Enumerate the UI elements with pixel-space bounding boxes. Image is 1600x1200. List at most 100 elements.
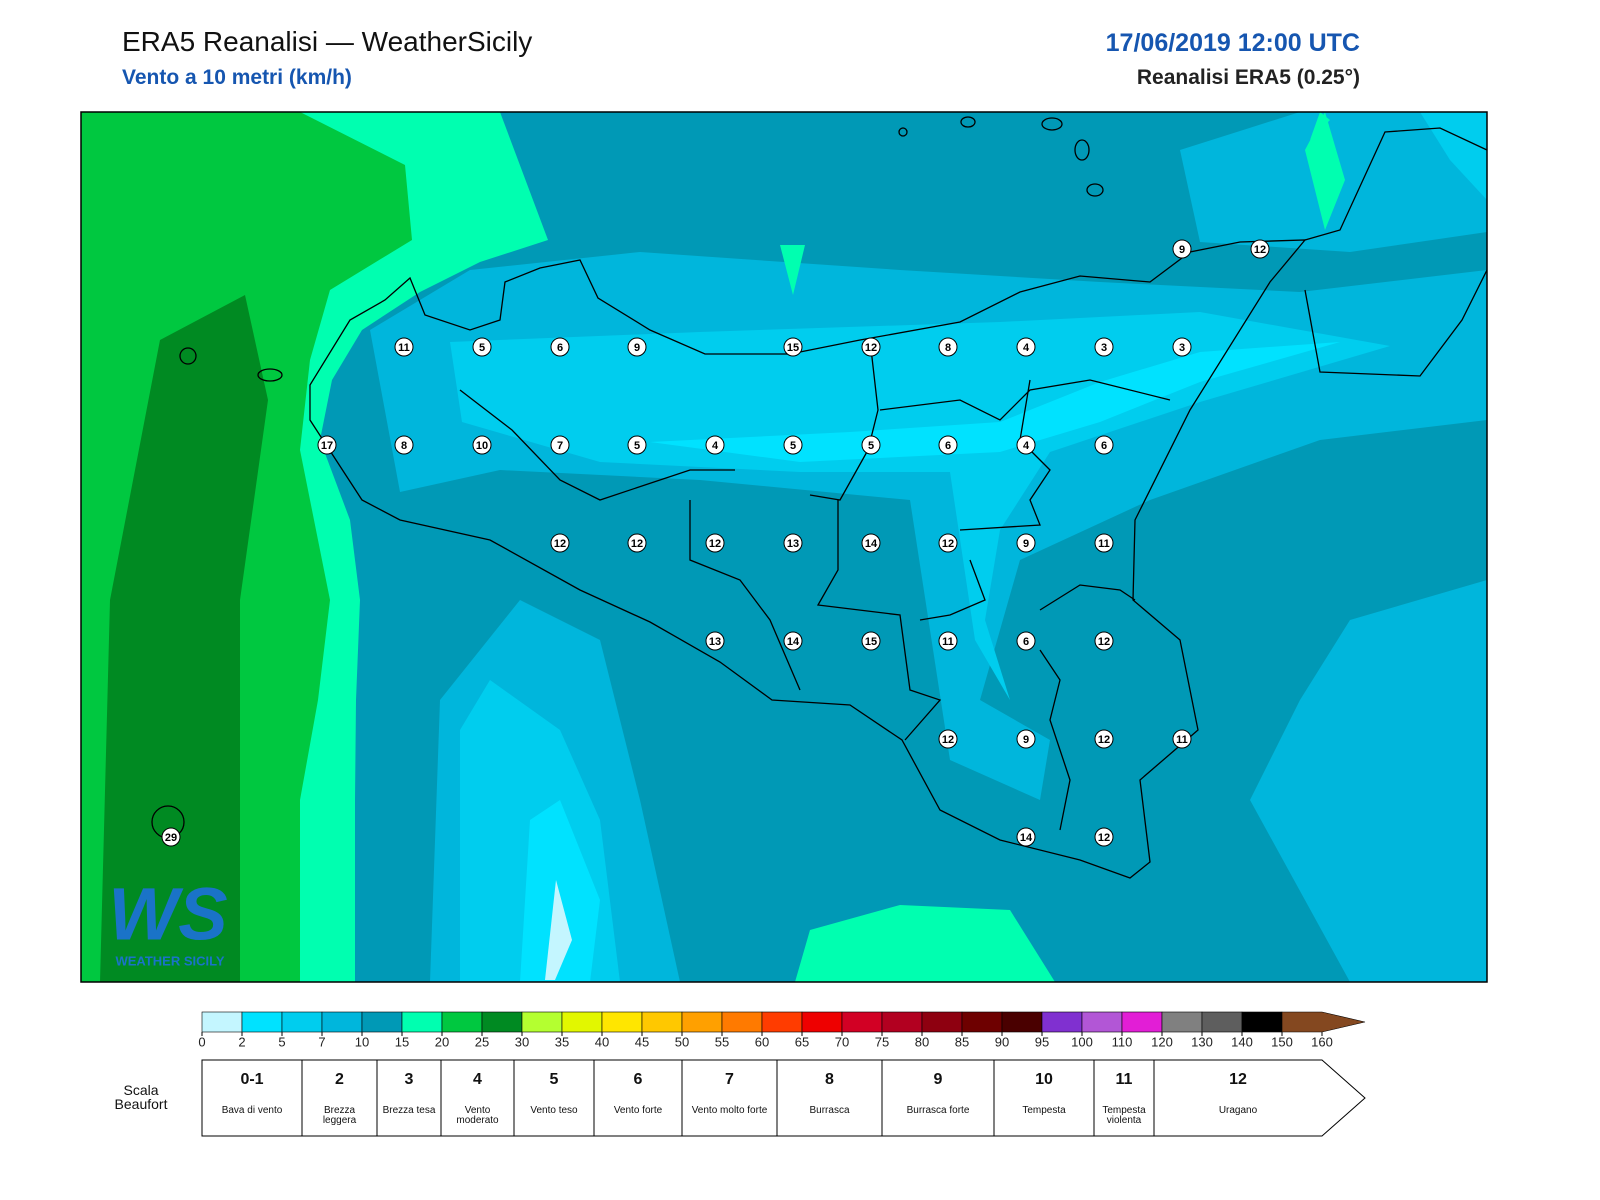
station-marker <box>1016 533 1036 553</box>
station-marker <box>472 337 492 357</box>
station-value: 15 <box>865 636 877 648</box>
station-marker <box>861 337 881 357</box>
station-value: 12 <box>865 342 877 354</box>
colorbar-tick-label: 120 <box>1151 1034 1173 1049</box>
station-value: 12 <box>554 538 566 550</box>
station-value: 11 <box>398 342 410 354</box>
colorbar-tick-label: 0 <box>198 1034 205 1049</box>
subtitle: Vento a 10 metri (km/h) <box>122 66 352 89</box>
station-value: 12 <box>709 538 721 550</box>
station-value: 4 <box>1023 440 1030 452</box>
station-marker <box>705 631 725 651</box>
colorbar-tick-label: 100 <box>1071 1034 1093 1049</box>
beaufort-force: 6 <box>633 1071 643 1088</box>
colorbar-tick-label: 7 <box>318 1034 325 1049</box>
beaufort-label: Vento teso <box>530 1105 578 1116</box>
colorbar-segment <box>641 1011 683 1033</box>
colorbar-tick-label: 30 <box>515 1034 529 1049</box>
station-value: 14 <box>1020 832 1033 844</box>
station-marker <box>550 533 570 553</box>
logo-mark: WS <box>108 873 227 956</box>
station-value: 12 <box>942 734 954 746</box>
station-marker <box>861 533 881 553</box>
beaufort-label: Brezza tesa <box>382 1105 436 1116</box>
colorbar-tick-label: 5 <box>278 1034 285 1049</box>
station-marker <box>938 533 958 553</box>
colorbar-tick-label: 15 <box>395 1034 409 1049</box>
station-marker <box>1172 729 1192 749</box>
station-marker <box>783 631 803 651</box>
colorbar-tick-label: 150 <box>1271 1034 1293 1049</box>
station-value: 14 <box>787 636 800 648</box>
colorbar-segment <box>761 1011 803 1033</box>
colorbar-segment <box>961 1011 1003 1033</box>
station-value: 6 <box>945 440 951 452</box>
source: Reanalisi ERA5 (0.25°) <box>1136 66 1360 89</box>
colorbar-tick-label: 20 <box>435 1034 449 1049</box>
map-frame <box>80 111 1488 983</box>
station-marker <box>783 337 803 357</box>
colorbar-tick-label: 50 <box>675 1034 689 1049</box>
beaufort-force: 3 <box>404 1071 414 1088</box>
station-value: 3 <box>1101 342 1107 354</box>
colorbar-tick-label: 60 <box>755 1034 769 1049</box>
beaufort-force: 0-1 <box>240 1071 264 1088</box>
colorbar-segment <box>201 1011 243 1033</box>
beaufort-label: Brezza leggera <box>322 1105 357 1126</box>
colorbar-tick-label: 2 <box>238 1034 245 1049</box>
colorbar-segment <box>1041 1011 1083 1033</box>
beaufort-force: 10 <box>1035 1071 1053 1088</box>
colorbar-segment <box>401 1011 443 1033</box>
colorbar-tick-label: 25 <box>475 1034 489 1049</box>
colorbar-tick-label: 10 <box>355 1034 369 1049</box>
station-value: 9 <box>1179 244 1185 256</box>
station-value: 15 <box>787 342 799 354</box>
beaufort-force: 9 <box>933 1071 943 1088</box>
station-value: 12 <box>1098 832 1110 844</box>
station-marker <box>783 435 803 455</box>
station-marker <box>627 533 647 553</box>
datetime: 17/06/2019 12:00 UTC <box>1105 29 1360 57</box>
station-value: 7 <box>557 440 563 452</box>
station-marker <box>472 435 492 455</box>
beaufort-label: Uragano <box>1218 1105 1258 1116</box>
station-value: 12 <box>1098 636 1110 648</box>
station-value: 5 <box>634 440 640 452</box>
station-value: 17 <box>321 440 333 452</box>
station-value: 9 <box>1023 538 1029 550</box>
colorbar-tick-label: 55 <box>715 1034 729 1049</box>
beaufort-force: 5 <box>549 1071 559 1088</box>
colorbar-segment <box>1201 1011 1243 1033</box>
station-value: 6 <box>1023 636 1029 648</box>
colorbar-segment <box>1081 1011 1123 1033</box>
logo-name: WEATHER SICILY <box>115 953 224 968</box>
station-marker <box>1094 729 1114 749</box>
station-value: 9 <box>634 342 640 354</box>
beaufort-label: Tempesta <box>1022 1105 1066 1116</box>
station-value: 13 <box>787 538 799 550</box>
station-marker <box>161 827 181 847</box>
beaufort-force: 4 <box>473 1071 482 1088</box>
station-value: 12 <box>1254 244 1266 256</box>
station-value: 6 <box>1101 440 1107 452</box>
beaufort-label: Tempesta violenta <box>1102 1105 1146 1126</box>
station-marker <box>938 337 958 357</box>
station-marker <box>938 435 958 455</box>
beaufort-label: Vento moderato <box>456 1105 499 1126</box>
beaufort-label: Burrasca <box>809 1105 850 1116</box>
beaufort-label: Vento molto forte <box>691 1105 768 1116</box>
colorbar-tick-label: 75 <box>875 1034 889 1049</box>
colorbar-tick-label: 45 <box>635 1034 649 1049</box>
colorbar-tick-label: 110 <box>1112 1034 1133 1049</box>
colorbar-tick-label: 130 <box>1191 1034 1213 1049</box>
station-marker <box>1016 435 1036 455</box>
beaufort-scale <box>201 1059 1366 1137</box>
station-value: 3 <box>1179 342 1185 354</box>
colorbar-tick-label: 90 <box>995 1034 1009 1049</box>
colorbar-segment <box>241 1011 283 1033</box>
station-value: 12 <box>942 538 954 550</box>
beaufort-force: 11 <box>1115 1071 1133 1088</box>
beaufort-force: 8 <box>825 1071 834 1088</box>
